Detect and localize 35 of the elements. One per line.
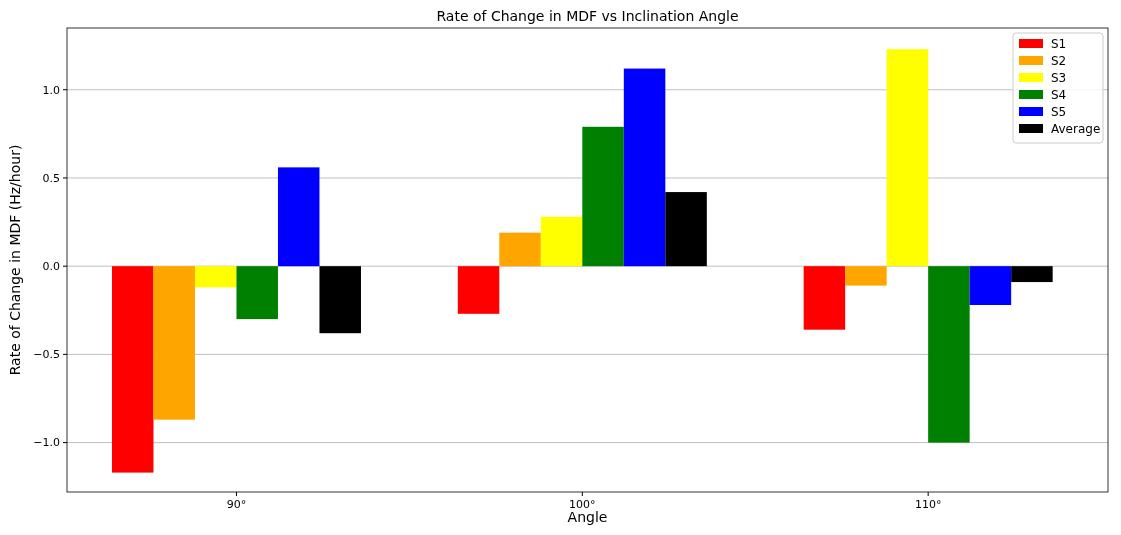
bar — [623, 68, 666, 267]
bar — [540, 216, 583, 267]
bar — [665, 192, 707, 267]
legend-label: S5 — [1051, 105, 1067, 120]
legend-label: S3 — [1051, 71, 1067, 86]
x-tick-label: 110° — [914, 498, 942, 511]
bar — [886, 49, 929, 267]
y-tick-label: −1.0 — [33, 436, 60, 450]
x-tick-label: 100° — [569, 498, 596, 511]
bar — [803, 266, 846, 330]
x-tick-label: 90° — [226, 498, 247, 511]
chart-title: Rate of Change in MDF vs Inclination Angle — [436, 8, 739, 24]
legend-label: S4 — [1051, 88, 1067, 103]
bar — [277, 167, 320, 267]
bar — [1011, 266, 1053, 283]
bar — [845, 266, 887, 286]
y-tick-label: 0.5 — [42, 171, 60, 185]
y-tick-label: 0.0 — [42, 260, 60, 274]
bar — [928, 266, 970, 443]
x-axis-title: Angle — [567, 509, 608, 525]
legend-label: Average — [1051, 122, 1101, 137]
bar — [457, 266, 500, 314]
bar — [153, 266, 195, 420]
bar — [499, 232, 541, 267]
bar — [111, 266, 154, 473]
legend-label: S2 — [1051, 54, 1067, 69]
bar — [582, 126, 624, 267]
bar — [194, 266, 237, 288]
legend-label: S1 — [1051, 37, 1067, 52]
bar — [319, 266, 361, 334]
bar — [969, 266, 1012, 305]
bar — [236, 266, 278, 320]
y-axis-title: Rate of Change in MDF (Hz/hour) — [7, 144, 23, 376]
y-tick-label: −0.5 — [33, 348, 60, 362]
y-tick-label: 1.0 — [42, 83, 60, 97]
